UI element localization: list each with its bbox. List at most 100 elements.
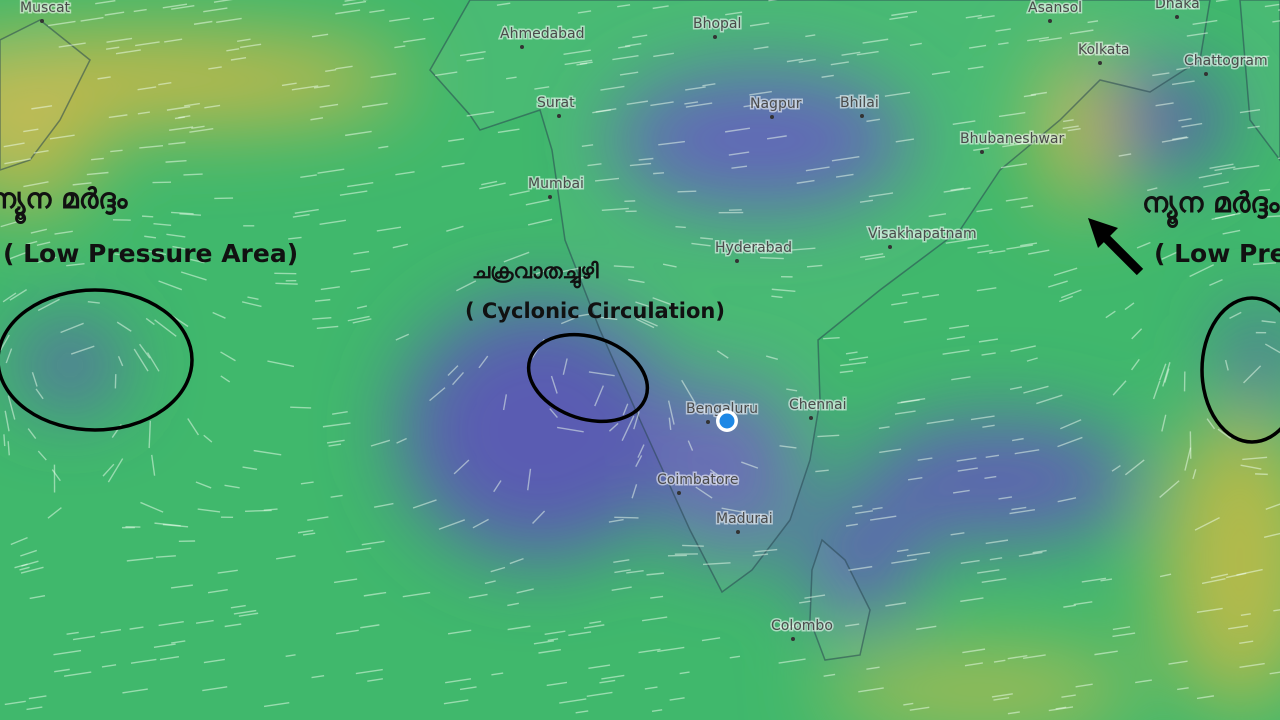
wind-streak bbox=[728, 151, 750, 156]
wind-streak bbox=[831, 156, 860, 162]
wind-streak bbox=[1007, 711, 1020, 715]
city-dot bbox=[1204, 72, 1208, 76]
wind-streak bbox=[297, 529, 314, 534]
wind-streak bbox=[1272, 20, 1280, 23]
wind-streak bbox=[626, 100, 649, 105]
wind-streak bbox=[285, 654, 296, 658]
wind-streak bbox=[1264, 215, 1280, 218]
wind-streak bbox=[516, 588, 534, 594]
circle bbox=[526, 332, 650, 424]
wind-streak bbox=[1242, 456, 1268, 461]
circle bbox=[0, 288, 194, 432]
wind-streak bbox=[702, 83, 716, 87]
wind-streak bbox=[532, 510, 546, 525]
wind-streak bbox=[1244, 55, 1270, 61]
wind-streak bbox=[1209, 279, 1223, 287]
wind-streak bbox=[563, 49, 591, 56]
wind-streak bbox=[171, 211, 194, 215]
city-label: Visakhapatnam bbox=[868, 226, 977, 242]
wind-streak bbox=[342, 0, 367, 6]
city-label: Dhaka bbox=[1155, 0, 1200, 12]
wind-streak bbox=[562, 267, 583, 273]
wind-streak bbox=[291, 85, 319, 91]
wind-streak bbox=[629, 162, 652, 167]
wind-streak bbox=[1100, 578, 1113, 582]
wind-streak bbox=[952, 489, 970, 494]
wind-streak bbox=[550, 375, 558, 394]
wind-streak bbox=[702, 562, 731, 566]
wind-streak bbox=[527, 218, 553, 226]
wind-streak bbox=[577, 10, 592, 14]
wind-streak bbox=[154, 522, 181, 527]
annotation-subtitle: ( Low Pressure Area) bbox=[3, 239, 298, 268]
wind-streak bbox=[240, 43, 262, 49]
wind-streak bbox=[300, 174, 317, 179]
wind-streak bbox=[701, 637, 721, 642]
wind-streak bbox=[178, 115, 191, 119]
wind-streak bbox=[148, 420, 152, 449]
wind-streak bbox=[330, 494, 343, 498]
wind-streak bbox=[1036, 394, 1063, 405]
wind-streak bbox=[230, 604, 246, 609]
city-label: Mumbai bbox=[528, 176, 584, 192]
wind-streak bbox=[335, 9, 361, 15]
wind-streak bbox=[35, 388, 44, 400]
wind-streak bbox=[635, 301, 649, 308]
wind-streak bbox=[845, 623, 860, 627]
wind-streak bbox=[396, 437, 407, 444]
wind-streak bbox=[1059, 419, 1082, 430]
wind-streak bbox=[144, 235, 157, 239]
wind-streak bbox=[86, 171, 109, 176]
wind-streak bbox=[14, 563, 28, 569]
wind-streak bbox=[981, 352, 996, 356]
wind-streak bbox=[72, 182, 92, 186]
wind-streak bbox=[945, 238, 973, 244]
wind-streak bbox=[799, 600, 811, 604]
wind-streak bbox=[879, 448, 902, 454]
wind-streak bbox=[153, 643, 176, 648]
wind-streak bbox=[725, 127, 751, 133]
city-dot bbox=[980, 150, 984, 154]
wind-streak bbox=[998, 111, 1026, 118]
wind-streak bbox=[967, 244, 989, 249]
wind-streak bbox=[220, 375, 231, 383]
wind-streak bbox=[1176, 66, 1191, 71]
wind-streak bbox=[80, 16, 104, 22]
wind-streak bbox=[916, 625, 937, 631]
wind-streak bbox=[1075, 683, 1093, 688]
wind-streak bbox=[448, 138, 465, 142]
wind-streak bbox=[885, 602, 906, 607]
wind-streak bbox=[922, 293, 940, 298]
wind-streak bbox=[839, 370, 854, 374]
wind-streak bbox=[1018, 551, 1043, 557]
wind-streak bbox=[1206, 418, 1216, 430]
wind-streak bbox=[599, 679, 616, 684]
wind-streak bbox=[652, 297, 676, 307]
wind-streak bbox=[765, 355, 778, 361]
wind-streak bbox=[1201, 577, 1226, 585]
wind-streak bbox=[1009, 509, 1036, 515]
wind-streak bbox=[780, 624, 799, 629]
wind-streak bbox=[547, 638, 559, 642]
wind-streak bbox=[230, 57, 247, 61]
wind-streak bbox=[835, 173, 854, 178]
wind-streak bbox=[126, 557, 154, 562]
wind-streak bbox=[344, 0, 358, 2]
wind-streak bbox=[241, 301, 262, 308]
wind-streak bbox=[1147, 187, 1158, 192]
wind-streak bbox=[977, 15, 995, 20]
wind-streak bbox=[312, 316, 332, 320]
wind-streak bbox=[564, 59, 593, 66]
wind-streak bbox=[725, 11, 743, 16]
wind-streak bbox=[31, 372, 38, 387]
wind-streak bbox=[926, 418, 954, 425]
wind-streak bbox=[579, 61, 593, 65]
wind-streak bbox=[946, 335, 965, 341]
wind-streak bbox=[0, 334, 10, 352]
wind-streak bbox=[459, 51, 486, 57]
wind-streak bbox=[768, 0, 778, 2]
wind-streak bbox=[675, 226, 686, 229]
wind-streak bbox=[753, 46, 769, 50]
wind-streak bbox=[1259, 188, 1271, 192]
